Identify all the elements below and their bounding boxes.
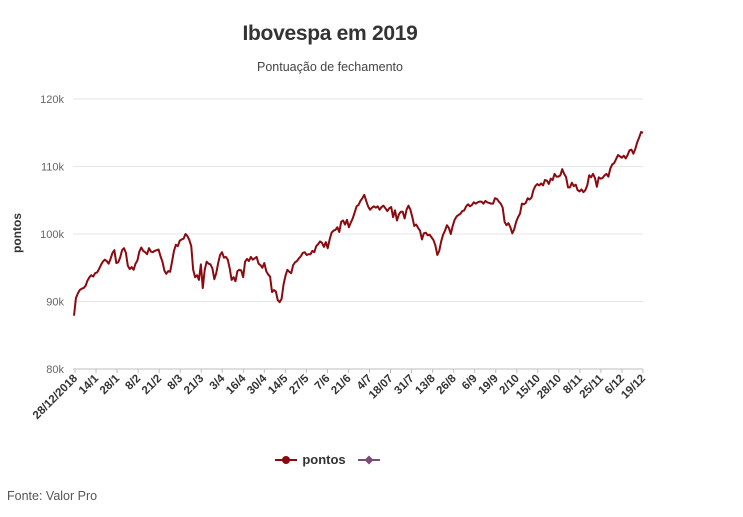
- x-tick-label: 25/11: [578, 372, 607, 401]
- x-tick-label: 31/7: [392, 373, 416, 397]
- chart-title: Ibovespa em 2019: [242, 22, 418, 45]
- legend-item-pontos[interactable]: pontos: [275, 452, 346, 467]
- x-tick-label: 26/8: [434, 372, 459, 397]
- source-note: Fonte: Valor Pro: [7, 489, 98, 503]
- x-tick-label: 14/1: [77, 372, 102, 397]
- y-tick-label: 120k: [40, 94, 64, 106]
- y-axis-ticks: 80k 90k 100k 110k 120k: [40, 94, 64, 376]
- gridlines: [73, 98, 643, 370]
- legend-label-pontos: pontos: [302, 452, 346, 467]
- legend-marker-pontos: [275, 455, 298, 464]
- y-tick-label: 100k: [40, 229, 64, 241]
- series-line-pontos: [73, 131, 644, 316]
- x-tick-label: 18/07: [367, 373, 396, 402]
- x-tick-label: 16/4: [224, 372, 249, 397]
- x-tick-label: 21/3: [182, 373, 206, 397]
- legend: pontos: [0, 452, 660, 467]
- legend-marker-series-2: [357, 455, 380, 464]
- x-tick-label: 14/5: [266, 372, 291, 397]
- x-tick-label: 30/4: [245, 372, 270, 397]
- chart-subtitle: Pontuação de fechamento: [257, 60, 403, 74]
- x-tick-label: 13/8: [413, 372, 438, 397]
- y-tick-label: 90k: [46, 297, 64, 309]
- x-tick-label: 28/1: [98, 372, 123, 397]
- series-group: [73, 131, 644, 316]
- y-tick-label: 110k: [41, 162, 65, 174]
- x-tick-label: 27/5: [287, 372, 312, 397]
- x-tick-label: 28/12/2018: [31, 372, 81, 422]
- x-tick-label: 28/10: [535, 373, 564, 402]
- x-tick-label: 19/12: [619, 373, 648, 402]
- x-tick-label: 21/6: [329, 373, 353, 397]
- y-tick-label: 80k: [46, 364, 64, 376]
- x-tick-label: 21/2: [140, 373, 164, 397]
- legend-item-series-2[interactable]: [357, 452, 385, 467]
- y-axis-label: pontos: [10, 213, 24, 253]
- x-tick-label: 19/9: [477, 373, 501, 397]
